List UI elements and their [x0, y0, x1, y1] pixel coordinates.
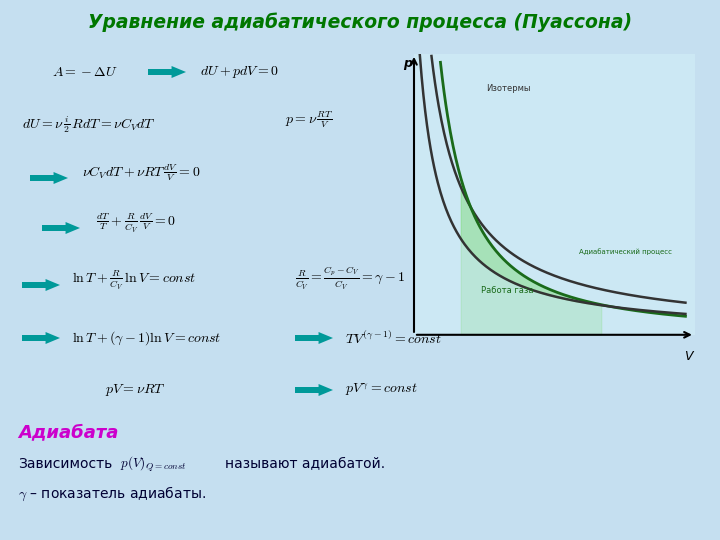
Text: $pV = \nu RT$: $pV = \nu RT$: [105, 382, 166, 398]
Text: Адиабатический процесс: Адиабатический процесс: [580, 248, 672, 255]
Polygon shape: [30, 176, 53, 181]
Polygon shape: [171, 66, 186, 78]
Text: Работа газа: Работа газа: [482, 286, 534, 295]
Polygon shape: [45, 279, 60, 291]
Text: $\nu C_V dT + \nu RT\,\frac{dV}{V} = 0$: $\nu C_V dT + \nu RT\,\frac{dV}{V} = 0$: [82, 163, 200, 184]
Text: $TV^{(\gamma-1)} = const$: $TV^{(\gamma-1)} = const$: [345, 329, 442, 347]
Polygon shape: [45, 332, 60, 344]
Polygon shape: [22, 335, 45, 341]
Text: $p(V)_{Q=const}$: $p(V)_{Q=const}$: [120, 455, 186, 474]
Polygon shape: [318, 384, 333, 396]
Text: $\ln T + \frac{R}{C_V}\,\ln V = const$: $\ln T + \frac{R}{C_V}\,\ln V = const$: [72, 268, 196, 292]
Text: $pV^\gamma = const$: $pV^\gamma = const$: [345, 382, 418, 399]
Text: $p = \nu \,\frac{RT}{V}$: $p = \nu \,\frac{RT}{V}$: [285, 110, 333, 131]
Polygon shape: [318, 332, 333, 344]
Text: Адиабата: Адиабата: [18, 423, 118, 441]
Text: $A = -\Delta U$: $A = -\Delta U$: [52, 65, 118, 79]
Text: $dU = \nu \,\frac{i}{2}\,RdT = \nu C_V dT$: $dU = \nu \,\frac{i}{2}\,RdT = \nu C_V d…: [22, 114, 156, 136]
Text: Изотермы: Изотермы: [486, 84, 530, 92]
Polygon shape: [295, 335, 318, 341]
Text: $dU + pdV = 0$: $dU + pdV = 0$: [200, 64, 279, 80]
Polygon shape: [66, 222, 80, 234]
Polygon shape: [148, 69, 171, 75]
Text: p: p: [403, 57, 413, 70]
Text: Зависимость: Зависимость: [18, 457, 112, 471]
Text: $\frac{dT}{T} + \frac{R}{C_V}\,\frac{dV}{V} = 0$: $\frac{dT}{T} + \frac{R}{C_V}\,\frac{dV}…: [96, 211, 176, 235]
Polygon shape: [22, 282, 45, 288]
Text: Уравнение адиабатического процесса (Пуассона): Уравнение адиабатического процесса (Пуас…: [88, 12, 632, 32]
Text: $\frac{R}{C_V} = \frac{C_p - C_V}{C_V} = \gamma - 1$: $\frac{R}{C_V} = \frac{C_p - C_V}{C_V} =…: [295, 265, 405, 292]
Text: V: V: [684, 349, 693, 362]
Text: $\ln T + (\gamma - 1)\ln V = const$: $\ln T + (\gamma - 1)\ln V = const$: [72, 329, 221, 347]
Polygon shape: [42, 225, 66, 231]
Polygon shape: [295, 387, 318, 393]
Polygon shape: [53, 172, 68, 184]
Text: называют адиабатой.: называют адиабатой.: [225, 457, 385, 471]
Text: $\gamma$ – показатель адиабаты.: $\gamma$ – показатель адиабаты.: [18, 485, 206, 503]
